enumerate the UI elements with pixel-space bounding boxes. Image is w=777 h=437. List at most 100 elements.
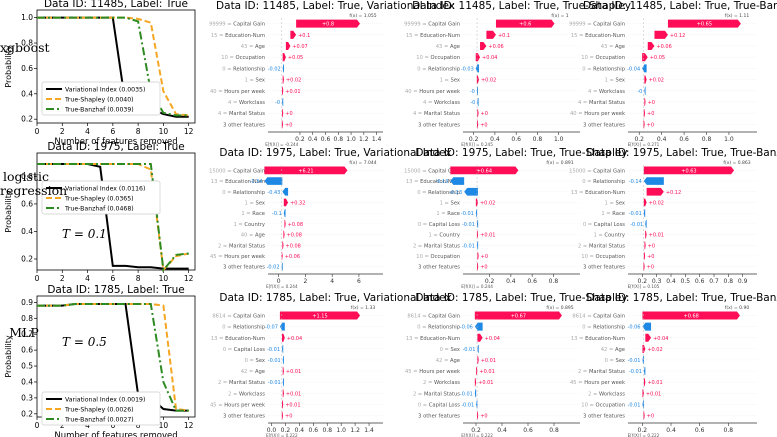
bar-value-label: -0.06 xyxy=(460,325,473,331)
feature-name: 3 other features xyxy=(583,122,625,128)
x-tick-label: 0.8 xyxy=(334,136,344,143)
feature-label: 40 = Hours per week xyxy=(210,89,265,95)
feature-label: 0 = Capital Loss xyxy=(223,347,265,353)
feature-name: Age xyxy=(615,44,625,50)
positive-bar xyxy=(486,30,496,39)
feature-value: 0 = xyxy=(418,402,429,408)
positive-bar xyxy=(285,41,291,51)
x-tick-label: 6 xyxy=(110,127,115,136)
negative-bar xyxy=(477,97,479,107)
y-tick-label: 0.8 xyxy=(21,314,33,323)
feature-label: 1 = Sex xyxy=(605,200,625,206)
feature-name: Marital Status xyxy=(229,111,265,117)
feature-name: Age xyxy=(255,44,265,50)
positive-bar xyxy=(645,230,647,239)
feature-label: 2 = Marital Status xyxy=(413,391,460,397)
feature-label: 1 = Country xyxy=(593,233,625,239)
feature-label: 0 = Capital Loss xyxy=(583,222,625,228)
feature-value: 10 = xyxy=(416,55,430,61)
feature-name: Hours per week xyxy=(224,402,265,408)
positive-bar xyxy=(643,166,735,175)
positive-bar xyxy=(654,30,668,39)
bar-value-label: +0.65 xyxy=(697,22,712,28)
y-tick-label: 0.4 xyxy=(21,227,33,236)
bar-value-label: +0 xyxy=(647,254,654,260)
feature-name: Workclass xyxy=(239,391,265,397)
feature-value: 0 = xyxy=(222,66,233,72)
feature-value: 13 = xyxy=(211,336,225,342)
positive-bar xyxy=(476,230,479,239)
bar-value-label: -0.01 xyxy=(460,391,473,397)
feature-name: Sex xyxy=(616,358,625,364)
feature-label: 10 = Occupation xyxy=(416,254,460,260)
bar-value-label: +0.01 xyxy=(286,369,301,375)
bar-value-label: -0.13 xyxy=(435,179,448,185)
feature-value: 0 = xyxy=(222,325,233,331)
feature-name: Relationship xyxy=(233,190,266,196)
feature-value: 10 = xyxy=(221,55,235,61)
feature-value: 1 = xyxy=(605,200,616,206)
x-tick-label: 0.4 xyxy=(666,278,676,285)
negative-bar xyxy=(642,355,644,364)
bar-value-label: +0.02 xyxy=(481,78,496,84)
feature-label: 4 = Workclass xyxy=(228,100,265,106)
x-tick-label: 0.2 xyxy=(485,278,495,285)
feature-value: 2 = xyxy=(218,380,229,386)
feature-value: 40 = xyxy=(405,89,419,95)
x-tick-label: 0.2 xyxy=(638,278,648,285)
bar-value-label: +0.04 xyxy=(482,55,497,61)
base-value-label: E[f(X)] = 0.105 xyxy=(628,284,660,289)
feature-name: Relationship xyxy=(593,325,626,331)
x-tick-label: 4 xyxy=(85,127,90,136)
positive-bar xyxy=(647,41,655,51)
x-tick-label: 1.4 xyxy=(372,136,382,143)
negative-bar xyxy=(282,344,284,353)
feature-label: 2 = Workclass xyxy=(228,391,265,397)
feature-value: 4 = xyxy=(218,111,229,117)
feature-name: Age xyxy=(615,347,625,353)
feature-label: 3 other features xyxy=(223,122,265,128)
bar-value-label: +0.01 xyxy=(646,391,661,397)
feature-label: 13 = Education-Num xyxy=(211,336,265,342)
bar-value-label: +0.05 xyxy=(650,55,665,61)
bar-value-label: -0.07 xyxy=(265,325,278,331)
feature-label: 1 = Race xyxy=(436,211,460,217)
bar-value-label: +0.67 xyxy=(511,314,526,320)
feature-name: Sex xyxy=(451,200,460,206)
legend-label: True-Banzhaf (0.0468) xyxy=(64,206,134,213)
row-label-xgboost: xgboost xyxy=(0,40,50,55)
positive-bar xyxy=(282,241,284,250)
y-tick-label: 0.8 xyxy=(21,39,33,48)
bar-value-label: -0 xyxy=(275,100,280,106)
negative-bar xyxy=(282,187,289,196)
feature-label: 43 = Age xyxy=(241,44,265,50)
feature-label: 40 = Hours per week xyxy=(570,111,625,117)
bar-value-label: +0 xyxy=(480,413,487,419)
feature-label: 1 = Country xyxy=(233,222,265,228)
base-value-label: E[f(X)] = 0.222 xyxy=(266,433,298,437)
feature-label: 3 other features xyxy=(583,122,625,128)
negative-bar xyxy=(474,322,483,331)
feature-name: Sex xyxy=(451,78,460,84)
x-tick-label: 4 xyxy=(330,278,334,285)
feature-name: Marital Status xyxy=(589,243,625,249)
feature-name: Hours per week xyxy=(224,254,265,260)
feature-label: 2 = Marital Status xyxy=(413,243,460,249)
positive-bar xyxy=(643,378,646,387)
feature-value: 40 = xyxy=(241,233,255,239)
feature-label: 0 = Relationship xyxy=(582,179,626,185)
y-tick-label: 0.4 xyxy=(21,89,33,98)
negative-bar xyxy=(283,209,286,218)
feature-name: Country xyxy=(604,233,625,239)
bar-value-label: +0.02 xyxy=(649,200,664,206)
feature-value: 1 = xyxy=(605,78,616,84)
feature-value: 13 = xyxy=(406,336,420,342)
feature-label: 0 = Relationship xyxy=(417,190,461,196)
feature-label: 2 = Marital Status xyxy=(578,369,625,375)
feature-value: 0 = xyxy=(440,347,451,353)
feature-value: 4 = xyxy=(413,111,424,117)
feature-value: 8614 = xyxy=(572,314,593,320)
positive-bar xyxy=(290,30,297,39)
feature-value: 42 = xyxy=(436,358,450,364)
bar-value-label: +0.01 xyxy=(285,402,300,408)
